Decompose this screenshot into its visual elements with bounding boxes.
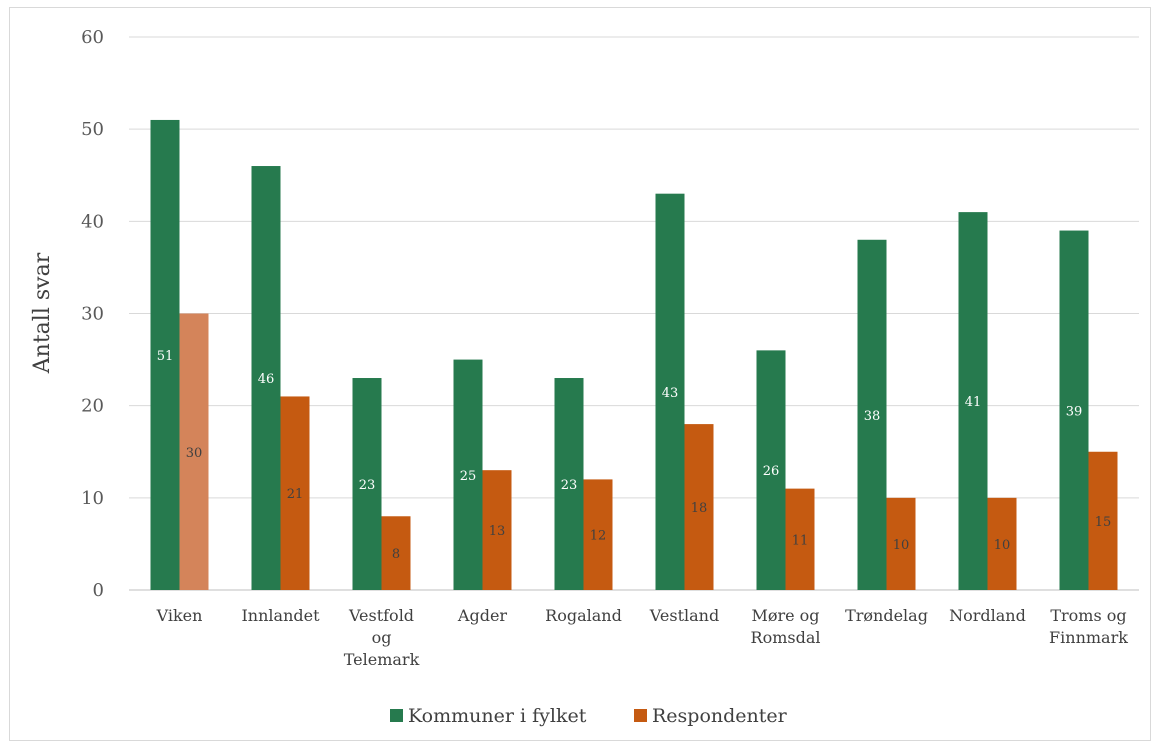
x-axis-categories: Viken Innlandet Vestfold og Telemark Agder Rog… (156, 606, 1129, 669)
y-tick-label: 40 (81, 211, 104, 232)
category-label: Møre og Romsdal (751, 606, 821, 647)
category-label-line: Trøndelag (845, 606, 928, 625)
legend: Kommuner i fylket Respondenter (390, 705, 788, 727)
y-tick-label: 50 (81, 119, 104, 140)
category-label-line: Viken (156, 606, 203, 625)
category-label: Innlandet (241, 606, 320, 625)
data-label: 39 (1066, 404, 1083, 419)
y-tick-label: 30 (81, 304, 104, 325)
category-label: Nordland (949, 606, 1026, 625)
bar (1059, 230, 1089, 591)
bar (251, 166, 281, 591)
bar (482, 470, 512, 590)
data-label: 13 (489, 524, 506, 539)
bar (280, 396, 310, 590)
data-label: 18 (691, 501, 708, 516)
data-label: 23 (359, 478, 376, 493)
y-tick-label: 60 (81, 27, 104, 48)
data-label: 11 (792, 533, 809, 548)
category-label: Trøndelag (845, 606, 928, 625)
bar (987, 497, 1017, 590)
category-label: Troms og Finnmark (1049, 606, 1128, 647)
y-tick-label: 20 (81, 396, 104, 417)
category-label-line: Finnmark (1049, 628, 1128, 647)
bar (554, 378, 584, 590)
bar (684, 424, 714, 590)
category-label-line: Nordland (949, 606, 1026, 625)
data-label: 21 (287, 487, 304, 502)
bar (958, 212, 988, 590)
bar (381, 516, 411, 590)
data-label: 43 (662, 386, 679, 401)
data-label: 51 (157, 349, 174, 364)
category-label-line: Telemark (344, 650, 420, 669)
legend-swatch (634, 709, 647, 722)
category-label-line: Innlandet (241, 606, 320, 625)
bar (583, 479, 613, 590)
bar (1088, 451, 1118, 590)
category-label-line: Romsdal (751, 628, 821, 647)
category-label-line: Agder (457, 606, 508, 625)
category-label: Agder (457, 606, 508, 625)
category-label: Vestland (649, 606, 719, 625)
category-label-line: Troms og (1050, 606, 1126, 625)
category-label: Rogaland (545, 606, 622, 625)
category-label-line: Rogaland (545, 606, 622, 625)
category-label: Viken (156, 606, 203, 625)
category-label-line: Møre og (751, 606, 819, 625)
data-label: 15 (1095, 515, 1112, 530)
bar (453, 359, 483, 590)
data-label: 10 (893, 538, 910, 553)
data-label: 30 (186, 446, 203, 461)
data-label: 38 (864, 409, 881, 424)
bar (179, 313, 209, 590)
data-label: 26 (763, 464, 780, 479)
data-labels: 51 30 46 21 23 8 25 13 23 12 43 18 26 11 38 10 41 10 39 15 (157, 349, 1112, 562)
data-label: 46 (258, 372, 275, 387)
category-label-line: Vestfold (348, 606, 414, 625)
data-label: 10 (994, 538, 1011, 553)
bar (886, 497, 916, 590)
legend-swatch (390, 709, 403, 722)
bar (655, 193, 685, 590)
category-label-line: Vestland (649, 606, 719, 625)
category-label: Vestfold og Telemark (344, 606, 420, 669)
y-tick-label: 10 (81, 488, 104, 509)
y-tick-label: 0 (93, 580, 104, 601)
bar (150, 119, 180, 590)
chart-frame (9, 7, 1151, 741)
data-label: 41 (965, 395, 982, 410)
legend-label: Respondenter (652, 705, 788, 727)
bar (756, 350, 786, 590)
data-label: 23 (561, 478, 578, 493)
bar (785, 488, 815, 590)
y-axis-ticks: 0 10 20 30 40 50 60 (81, 27, 104, 601)
bars (150, 119, 1118, 591)
legend-label: Kommuner i fylket (408, 705, 587, 727)
bar (857, 239, 887, 590)
y-axis-title: Antall svar (30, 252, 55, 374)
category-label-line: og (372, 628, 392, 647)
bar (352, 378, 382, 590)
data-label: 12 (590, 529, 607, 544)
data-label: 25 (460, 469, 477, 484)
data-label: 8 (392, 547, 400, 562)
